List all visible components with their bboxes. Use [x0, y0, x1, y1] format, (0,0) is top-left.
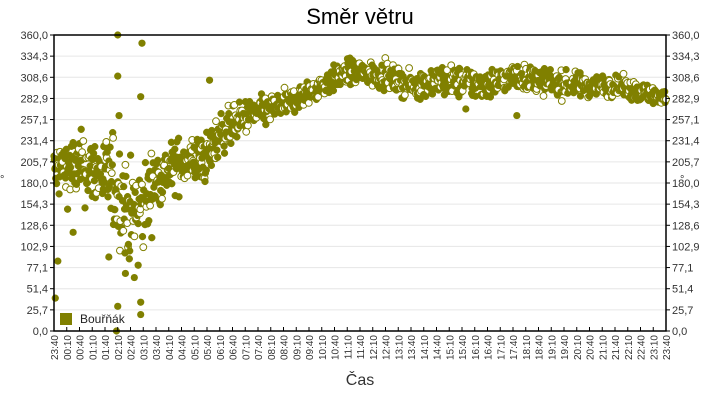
svg-text:25,7: 25,7 [27, 305, 48, 317]
svg-text:0,0: 0,0 [33, 326, 48, 338]
svg-text:128,6: 128,6 [672, 220, 700, 232]
svg-text:09:10: 09:10 [292, 335, 303, 360]
y-axis-label-left: ° [0, 174, 5, 186]
svg-text:04:10: 04:10 [165, 335, 176, 360]
svg-text:04:40: 04:40 [178, 335, 189, 360]
svg-text:231,4: 231,4 [672, 136, 700, 148]
svg-text:18:10: 18:10 [522, 335, 533, 360]
y-axis-right: 0,0 25,7 51,4 77,1 102,9 128,6 154,3 180,0 205,7… [666, 30, 700, 338]
svg-text:00:10: 00:10 [63, 335, 74, 360]
svg-text:128,6: 128,6 [20, 220, 48, 232]
svg-text:360,0: 360,0 [672, 30, 700, 42]
svg-text:08:40: 08:40 [280, 335, 291, 360]
svg-text:23:40: 23:40 [50, 335, 61, 360]
svg-text:205,7: 205,7 [20, 157, 48, 169]
svg-text:17:10: 17:10 [496, 335, 507, 360]
svg-text:05:40: 05:40 [203, 335, 214, 360]
svg-text:282,9: 282,9 [672, 93, 700, 105]
svg-text:25,7: 25,7 [672, 305, 693, 317]
svg-text:01:40: 01:40 [101, 335, 112, 360]
svg-text:180,0: 180,0 [672, 178, 700, 190]
svg-text:19:40: 19:40 [560, 335, 571, 360]
svg-text:22:10: 22:10 [624, 335, 635, 360]
svg-text:308,6: 308,6 [20, 72, 48, 84]
svg-text:51,4: 51,4 [27, 284, 48, 296]
svg-text:06:40: 06:40 [229, 335, 240, 360]
svg-text:21:40: 21:40 [611, 335, 622, 360]
svg-text:16:40: 16:40 [484, 335, 495, 360]
svg-text:03:40: 03:40 [152, 335, 163, 360]
svg-text:0,0: 0,0 [672, 326, 687, 338]
svg-text:19:10: 19:10 [547, 335, 558, 360]
y-axis-left: 0,0 25,7 51,4 77,1 102,9 128,6 154,3 180,0 205,7… [20, 30, 54, 338]
svg-text:205,7: 205,7 [672, 157, 700, 169]
svg-text:231,4: 231,4 [20, 136, 48, 148]
svg-text:02:10: 02:10 [114, 335, 125, 360]
svg-text:180,0: 180,0 [20, 178, 48, 190]
svg-text:21:10: 21:10 [598, 335, 609, 360]
svg-text:77,1: 77,1 [27, 263, 48, 275]
svg-text:07:40: 07:40 [254, 335, 265, 360]
svg-text:102,9: 102,9 [20, 241, 48, 253]
legend: Bouřňák [60, 312, 125, 326]
svg-text:11:40: 11:40 [356, 335, 367, 360]
svg-text:15:10: 15:10 [445, 335, 456, 360]
svg-text:03:10: 03:10 [139, 335, 150, 360]
svg-text:334,3: 334,3 [672, 51, 700, 63]
svg-text:12:10: 12:10 [369, 335, 380, 360]
svg-text:12:40: 12:40 [382, 335, 393, 360]
x-axis-label: Čas [345, 372, 375, 389]
svg-text:11:10: 11:10 [343, 335, 354, 360]
svg-text:08:10: 08:10 [267, 335, 278, 360]
svg-text:01:10: 01:10 [88, 335, 99, 360]
data-points [50, 31, 670, 335]
svg-text:360,0: 360,0 [20, 30, 48, 42]
y-axis-label-right: ° [680, 174, 685, 186]
svg-text:308,6: 308,6 [672, 72, 700, 84]
svg-text:17:40: 17:40 [509, 335, 520, 360]
svg-text:15:40: 15:40 [458, 335, 469, 360]
svg-text:09:40: 09:40 [305, 335, 316, 360]
svg-text:334,3: 334,3 [20, 51, 48, 63]
svg-text:02:40: 02:40 [127, 335, 138, 360]
legend-swatch [60, 313, 72, 325]
legend-label: Bouřňák [80, 312, 125, 326]
svg-text:257,1: 257,1 [20, 115, 48, 127]
svg-text:13:40: 13:40 [407, 335, 418, 360]
svg-text:51,4: 51,4 [672, 284, 693, 296]
svg-text:10:40: 10:40 [331, 335, 342, 360]
svg-text:20:10: 20:10 [573, 335, 584, 360]
svg-text:07:10: 07:10 [241, 335, 252, 360]
svg-text:257,1: 257,1 [672, 115, 700, 127]
svg-text:14:40: 14:40 [433, 335, 444, 360]
svg-text:102,9: 102,9 [672, 241, 700, 253]
svg-text:22:40: 22:40 [637, 335, 648, 360]
svg-text:23:10: 23:10 [649, 335, 660, 360]
svg-text:282,9: 282,9 [20, 93, 48, 105]
svg-text:05:10: 05:10 [190, 335, 201, 360]
chart-title: Směr větru [306, 4, 414, 29]
svg-text:77,1: 77,1 [672, 263, 693, 275]
svg-text:18:40: 18:40 [535, 335, 546, 360]
svg-text:20:40: 20:40 [586, 335, 597, 360]
svg-text:00:40: 00:40 [76, 335, 87, 360]
x-axis: 23:40 00:10 00:40 01:10 01:40 02:10 02:40 03:10… [50, 327, 673, 360]
svg-text:13:10: 13:10 [394, 335, 405, 360]
svg-text:16:10: 16:10 [471, 335, 482, 360]
svg-text:154,3: 154,3 [672, 199, 700, 211]
svg-text:154,3: 154,3 [20, 199, 48, 211]
svg-text:06:10: 06:10 [216, 335, 227, 360]
svg-text:23:40: 23:40 [662, 335, 673, 360]
svg-text:10:10: 10:10 [318, 335, 329, 360]
svg-text:14:10: 14:10 [420, 335, 431, 360]
